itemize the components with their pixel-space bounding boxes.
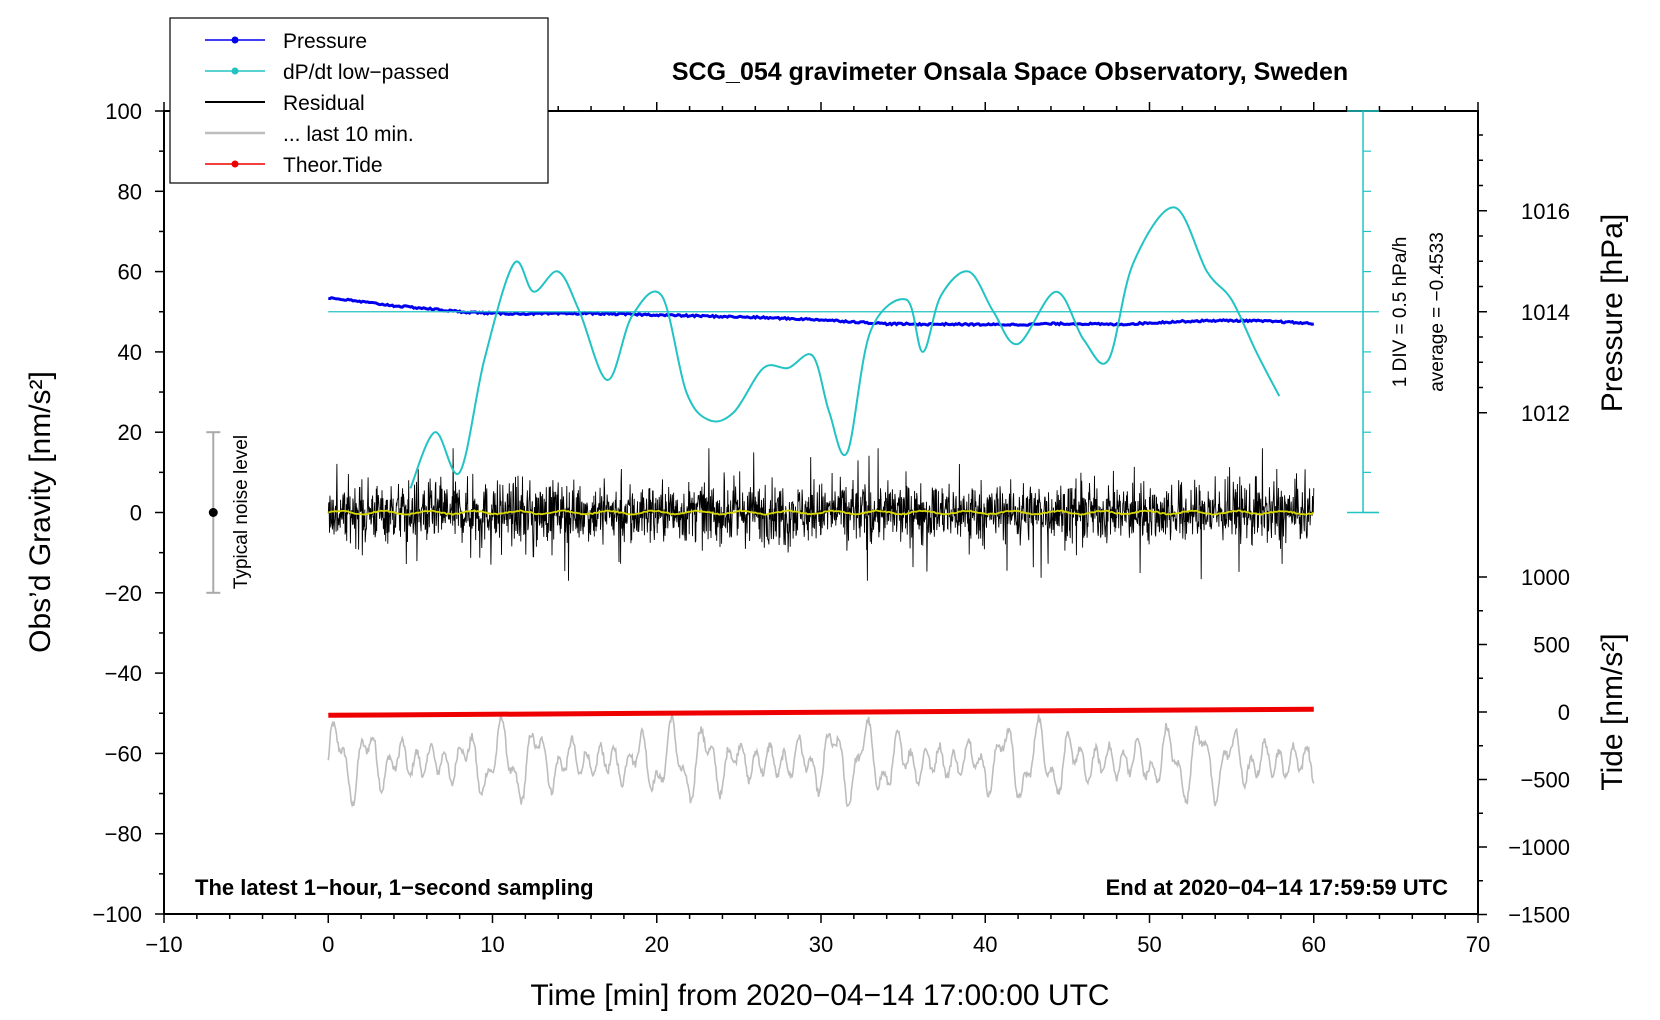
tide-tick-label: −1500 — [1508, 903, 1570, 928]
y-tick-label: 100 — [105, 99, 142, 124]
y-tick-label: 60 — [118, 260, 142, 285]
x-tick-label: 0 — [322, 932, 334, 957]
x-tick-label: 50 — [1137, 932, 1161, 957]
tide-tick-label: 1000 — [1521, 565, 1570, 590]
end-time-note: End at 2020−04−14 17:59:59 UTC — [1106, 875, 1449, 900]
tide-tick-labels: 1000 500 0 −500 −1000 −1500 — [1508, 565, 1570, 928]
pressure-tick-label: 1012 — [1521, 401, 1570, 426]
pressure-tick-label: 1014 — [1521, 300, 1570, 325]
legend-box — [169, 17, 549, 184]
y-axis-title: Obs’d Gravity [nm/s²] — [24, 371, 57, 653]
tide-tick-label: −500 — [1520, 768, 1570, 793]
legend-marker-pressure — [231, 36, 239, 44]
legend-label-dpdt: dP/dt low−passed — [283, 61, 449, 84]
legend-item-pressure: Pressure — [205, 30, 367, 53]
legend-marker-tide — [231, 160, 239, 168]
residual-smoothed-line — [328, 509, 1315, 516]
legend-label-tide: Theor.Tide — [283, 154, 383, 177]
y-tick-label: 20 — [118, 420, 142, 445]
last-10-min-line — [327, 713, 1315, 808]
dpdt-scale-bar — [1347, 110, 1380, 514]
average-label: average = −0.4533 — [1427, 232, 1448, 392]
dpdt-line — [409, 206, 1281, 489]
tide-tick-label: 500 — [1533, 633, 1570, 658]
chart-title: SCG_054 gravimeter Onsala Space Observat… — [672, 58, 1348, 86]
x-tick-labels: −10 0 10 20 30 40 50 60 70 — [145, 932, 1490, 957]
y-tick-label: 0 — [130, 501, 142, 526]
div-label: 1 DIV = 0.5 hPa/h — [1390, 237, 1411, 388]
x-tick-label: −10 — [145, 932, 182, 957]
legend-label-last10: ... last 10 min. — [283, 123, 414, 146]
legend: Pressure dP/dt low−passed Residual ... l… — [169, 17, 549, 184]
theor-tide-line — [328, 706, 1314, 718]
residual-series — [327, 448, 1315, 581]
x-axis-title: Time [min] from 2020−04−14 17:00:00 UTC — [530, 979, 1109, 1012]
y-tick-label: −80 — [105, 822, 142, 847]
theor-tide-series — [328, 706, 1314, 718]
y-tick-label: −100 — [92, 902, 142, 927]
noise-level-indicator — [206, 431, 221, 594]
tide-tick-label: 0 — [1558, 700, 1570, 725]
dpdt-series — [328, 206, 1364, 489]
axis-ticks — [155, 102, 1487, 923]
legend-label-pressure: Pressure — [283, 30, 367, 53]
y-tick-label: 80 — [118, 179, 142, 204]
pressure-series — [328, 296, 1315, 327]
legend-item-dpdt: dP/dt low−passed — [205, 61, 449, 84]
pressure-axis-title: Pressure [hPa] — [1596, 214, 1629, 412]
y-tick-label: 40 — [118, 340, 142, 365]
noise-level-label: Typical noise level — [231, 435, 252, 589]
y-tick-label: −60 — [105, 741, 142, 766]
legend-label-residual: Residual — [283, 92, 365, 115]
pressure-tick-labels: 1012 1014 1016 — [1521, 199, 1570, 426]
pressure-line — [328, 296, 1315, 327]
tide-tick-label: −1000 — [1508, 835, 1570, 860]
x-tick-label: 10 — [480, 932, 504, 957]
legend-item-last10: ... last 10 min. — [205, 123, 414, 146]
y-tick-labels: −100 −80 −60 −40 −20 0 20 40 60 80 100 — [92, 99, 142, 927]
noise-center-dot — [208, 508, 218, 517]
legend-item-residual: Residual — [205, 92, 365, 115]
x-tick-label: 20 — [645, 932, 669, 957]
sampling-note: The latest 1−hour, 1−second sampling — [195, 875, 594, 900]
tide-axis-title: Tide [nm/s²] — [1596, 633, 1629, 790]
legend-marker-dpdt — [231, 67, 239, 75]
y-tick-label: −20 — [105, 581, 142, 606]
x-tick-label: 60 — [1302, 932, 1326, 957]
last-10-min-series — [327, 713, 1315, 808]
pressure-tick-label: 1016 — [1521, 199, 1570, 224]
y-tick-label: −40 — [105, 661, 142, 686]
x-tick-label: 30 — [809, 932, 833, 957]
legend-item-tide: Theor.Tide — [205, 154, 383, 177]
x-tick-label: 40 — [973, 932, 997, 957]
residual-line — [327, 448, 1315, 581]
x-tick-label: 70 — [1466, 932, 1490, 957]
